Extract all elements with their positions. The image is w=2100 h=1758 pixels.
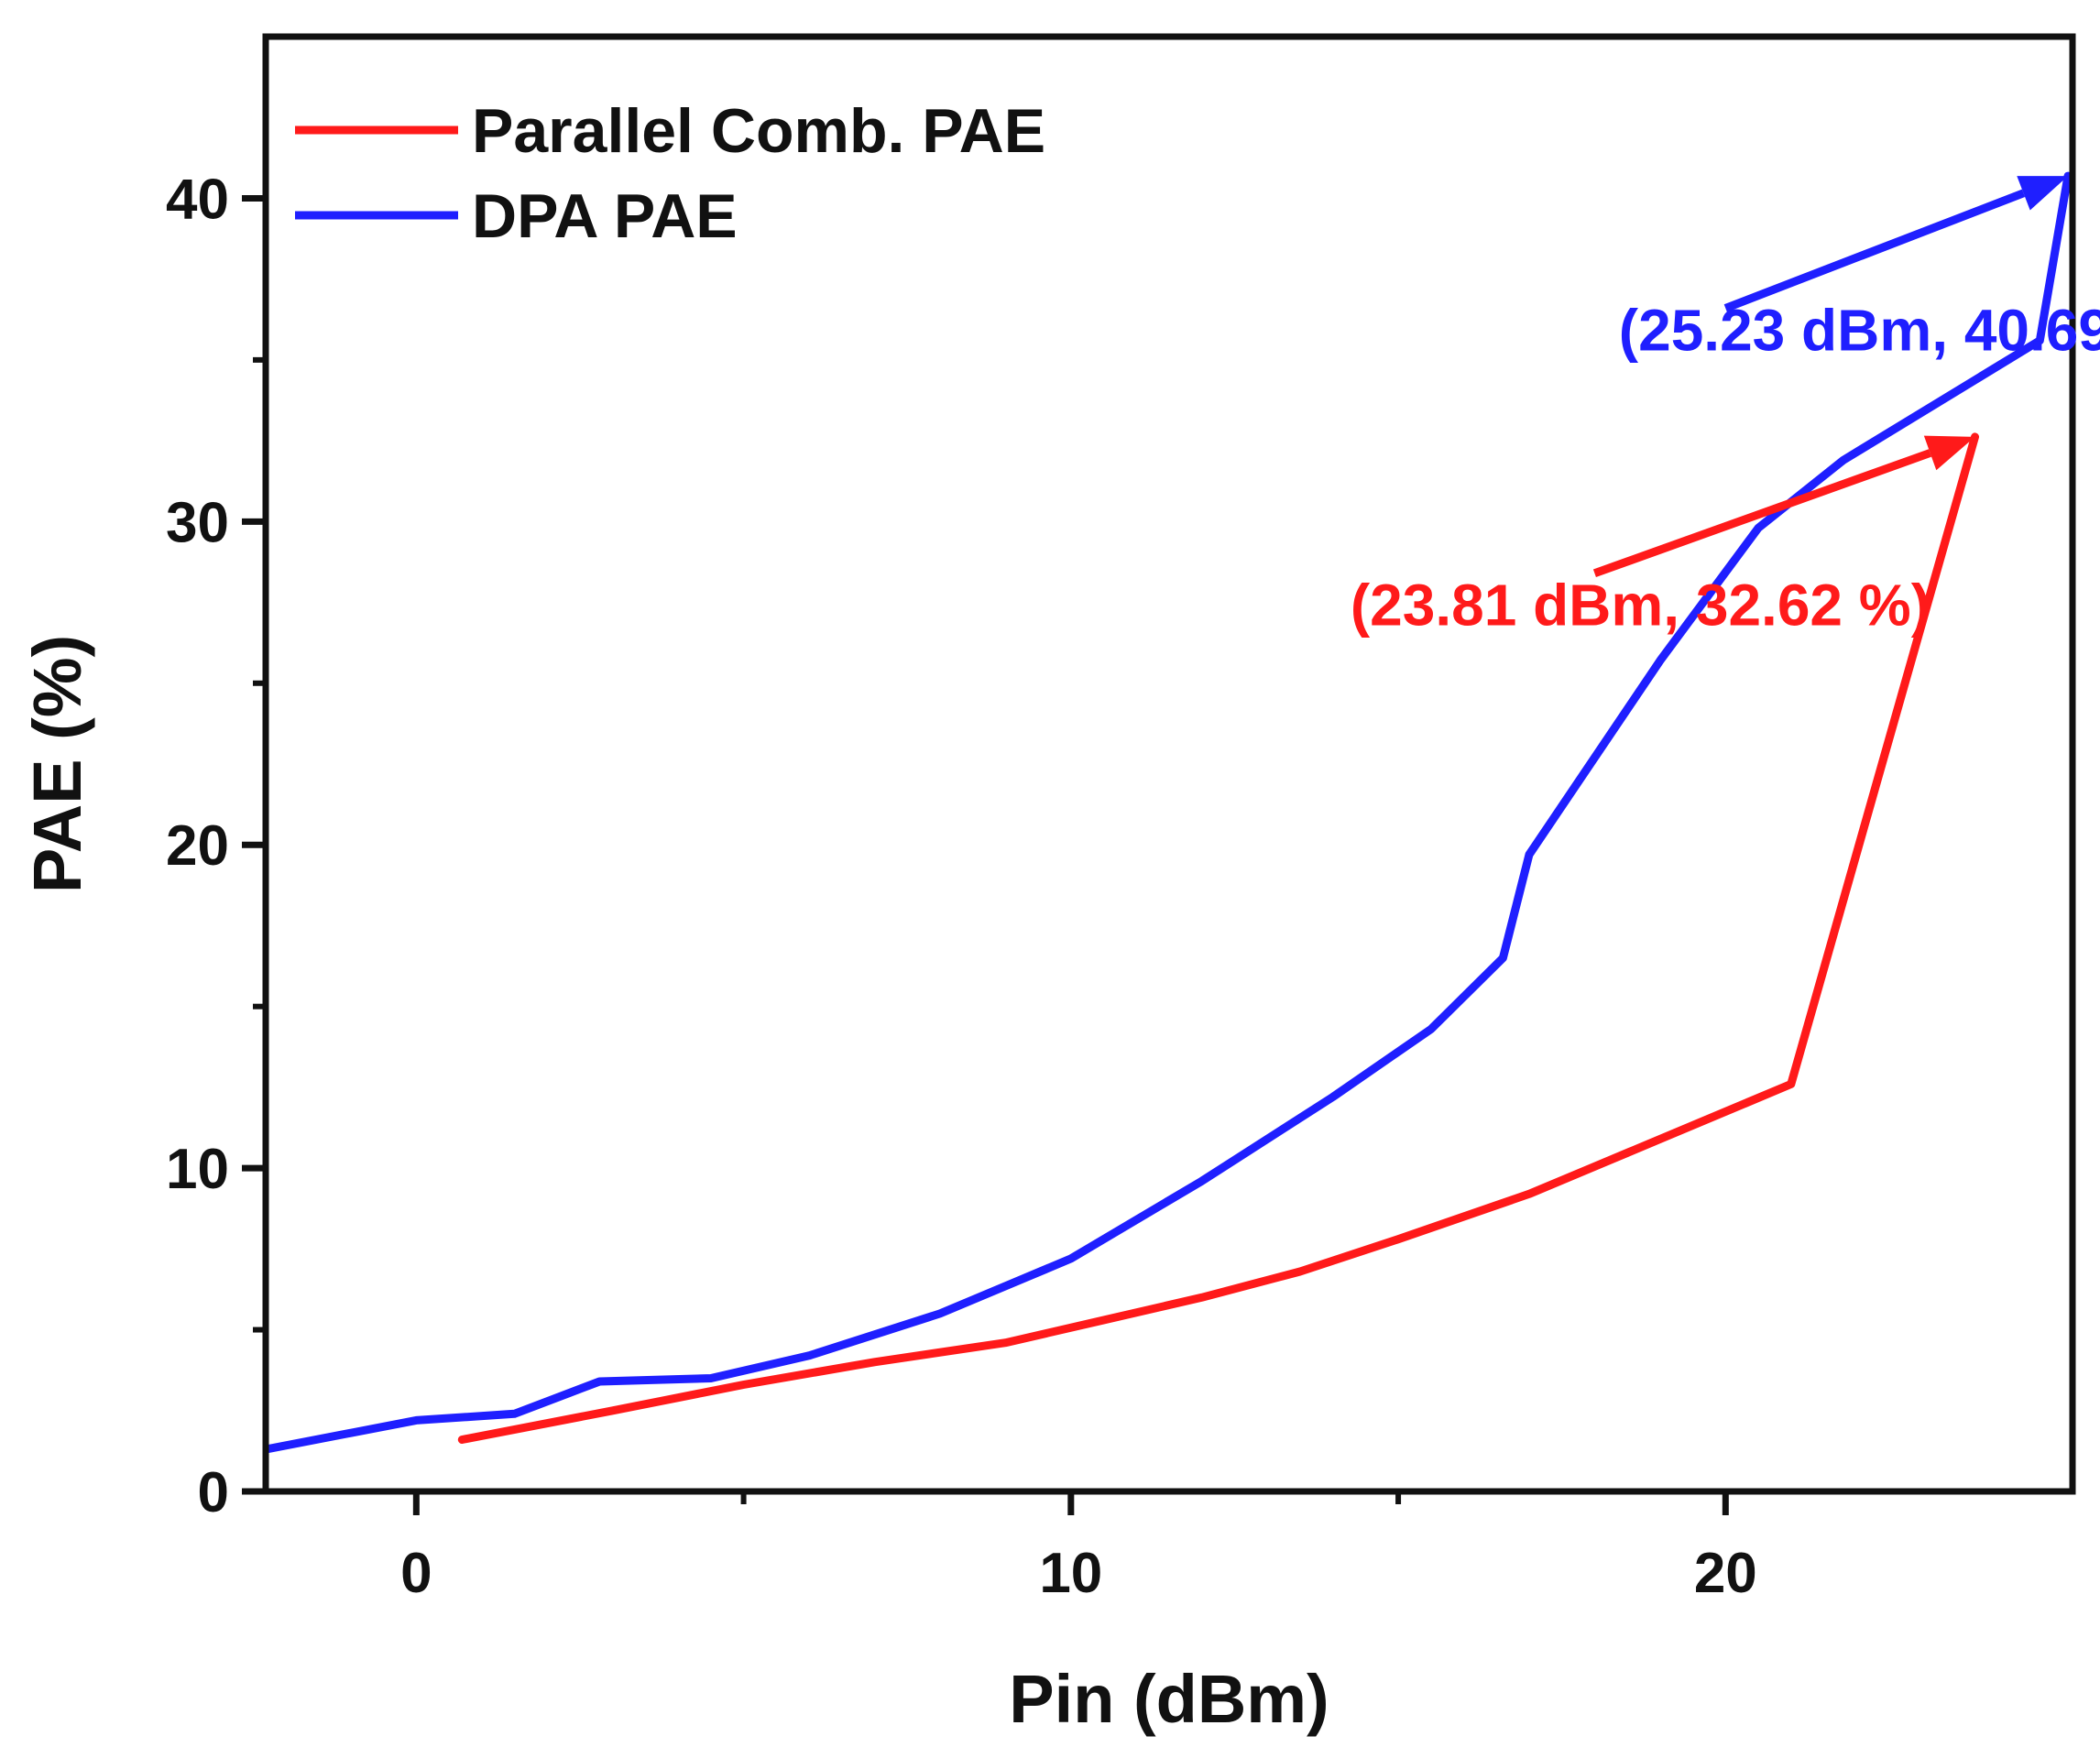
- annotation-arrow-shaft: [1592, 449, 1932, 578]
- y-tick-label: 30: [166, 491, 229, 554]
- x-tick-label: 10: [1039, 1542, 1102, 1605]
- y-tick-label: 40: [166, 168, 229, 231]
- legend-label: DPA PAE: [472, 181, 738, 251]
- annotation-label: (25.23 dBm, 40.69 %): [1619, 297, 2100, 363]
- annotation-arrow-shaft: [1723, 189, 2026, 312]
- y-axis-title: PAE (%): [19, 635, 95, 893]
- legend-label: Parallel Comb. PAE: [472, 96, 1045, 166]
- series-lines: [266, 171, 2073, 1454]
- y-tick-label: 10: [166, 1138, 229, 1201]
- x-axis-title: Pin (dBm): [1009, 1661, 1329, 1737]
- axis-ticks: 0 10 20 0 10 20 30 40: [166, 168, 1757, 1605]
- annotation-arrow-head: [1923, 435, 1975, 471]
- annotation-arrows: [1592, 176, 2068, 578]
- annotation-label: (23.81 dBm, 32.62 %): [1351, 572, 1930, 638]
- plot-frame: [262, 33, 2076, 1495]
- y-tick-label: 0: [198, 1461, 229, 1524]
- legend: Parallel Comb. PAE DPA PAE: [295, 96, 1045, 251]
- x-tick-label: 0: [400, 1542, 432, 1605]
- x-tick-label: 20: [1694, 1542, 1757, 1605]
- series-line-dpa-pae: [266, 171, 2073, 1454]
- y-tick-label: 20: [166, 814, 229, 878]
- series-line-parallel-comb-pae: [457, 432, 1979, 1444]
- annotation-arrow-head: [2017, 176, 2068, 211]
